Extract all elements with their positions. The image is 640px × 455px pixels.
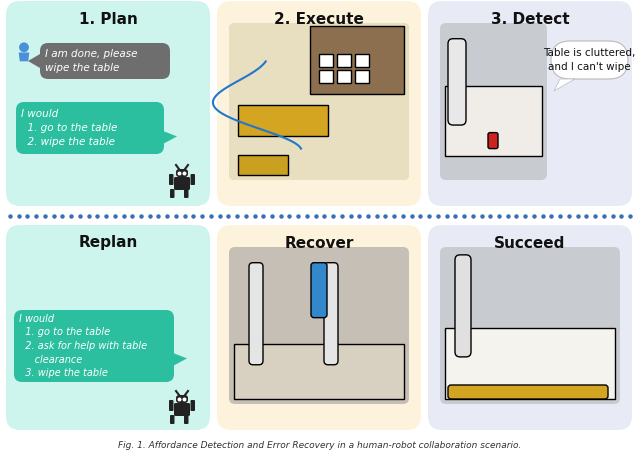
Polygon shape [174, 354, 187, 365]
FancyBboxPatch shape [440, 247, 620, 404]
Text: Replan: Replan [78, 236, 138, 251]
FancyBboxPatch shape [234, 344, 404, 399]
FancyBboxPatch shape [217, 1, 421, 206]
FancyBboxPatch shape [445, 329, 615, 399]
FancyBboxPatch shape [249, 263, 263, 365]
FancyBboxPatch shape [355, 70, 369, 83]
FancyBboxPatch shape [176, 395, 188, 403]
FancyBboxPatch shape [184, 189, 189, 198]
FancyBboxPatch shape [217, 225, 421, 430]
Text: Fig. 1. Affordance Detection and Error Recovery in a human-robot collaboration s: Fig. 1. Affordance Detection and Error R… [118, 441, 522, 450]
FancyBboxPatch shape [448, 39, 466, 125]
FancyBboxPatch shape [16, 102, 164, 154]
Circle shape [183, 398, 186, 401]
Polygon shape [164, 131, 177, 143]
FancyBboxPatch shape [324, 263, 338, 365]
Polygon shape [554, 79, 575, 91]
Polygon shape [19, 52, 29, 61]
FancyBboxPatch shape [428, 1, 632, 206]
FancyBboxPatch shape [170, 415, 175, 424]
FancyBboxPatch shape [311, 263, 327, 318]
Text: 3. Detect: 3. Detect [491, 11, 570, 26]
FancyBboxPatch shape [170, 189, 175, 198]
FancyBboxPatch shape [191, 174, 195, 185]
FancyBboxPatch shape [440, 23, 547, 180]
Text: I would
  1. go to the table
  2. ask for help with table
     clearance
  3. wi: I would 1. go to the table 2. ask for he… [19, 314, 147, 378]
FancyBboxPatch shape [310, 26, 404, 94]
FancyBboxPatch shape [184, 415, 189, 424]
Text: Table is cluttered,
and I can't wipe: Table is cluttered, and I can't wipe [543, 48, 636, 71]
FancyBboxPatch shape [448, 385, 608, 399]
FancyBboxPatch shape [551, 41, 628, 79]
Text: I am done, please
wipe the table: I am done, please wipe the table [45, 49, 138, 73]
FancyBboxPatch shape [319, 55, 333, 67]
FancyBboxPatch shape [319, 70, 333, 83]
FancyBboxPatch shape [6, 225, 210, 430]
FancyBboxPatch shape [238, 155, 289, 175]
FancyBboxPatch shape [176, 169, 188, 177]
FancyBboxPatch shape [169, 400, 173, 411]
FancyBboxPatch shape [488, 132, 498, 149]
FancyBboxPatch shape [229, 23, 409, 180]
FancyBboxPatch shape [40, 43, 170, 79]
Polygon shape [28, 54, 40, 68]
FancyBboxPatch shape [337, 55, 351, 67]
Circle shape [178, 398, 181, 401]
FancyBboxPatch shape [337, 70, 351, 83]
FancyBboxPatch shape [238, 105, 328, 136]
Text: 2. Execute: 2. Execute [274, 11, 364, 26]
FancyBboxPatch shape [191, 400, 195, 411]
FancyBboxPatch shape [169, 174, 173, 185]
Text: Succeed: Succeed [494, 236, 566, 251]
FancyBboxPatch shape [355, 55, 369, 67]
FancyBboxPatch shape [14, 310, 174, 382]
FancyBboxPatch shape [445, 86, 542, 157]
FancyBboxPatch shape [455, 255, 471, 357]
FancyBboxPatch shape [229, 23, 409, 180]
Text: 1. Plan: 1. Plan [79, 11, 138, 26]
FancyBboxPatch shape [174, 403, 190, 416]
FancyBboxPatch shape [174, 177, 190, 190]
Circle shape [20, 43, 28, 51]
Text: Recover: Recover [284, 236, 354, 251]
FancyBboxPatch shape [6, 1, 210, 206]
FancyBboxPatch shape [428, 225, 632, 430]
FancyBboxPatch shape [229, 247, 409, 404]
Circle shape [178, 172, 181, 175]
Circle shape [183, 172, 186, 175]
Text: I would
  1. go to the table
  2. wipe the table: I would 1. go to the table 2. wipe the t… [21, 109, 117, 147]
